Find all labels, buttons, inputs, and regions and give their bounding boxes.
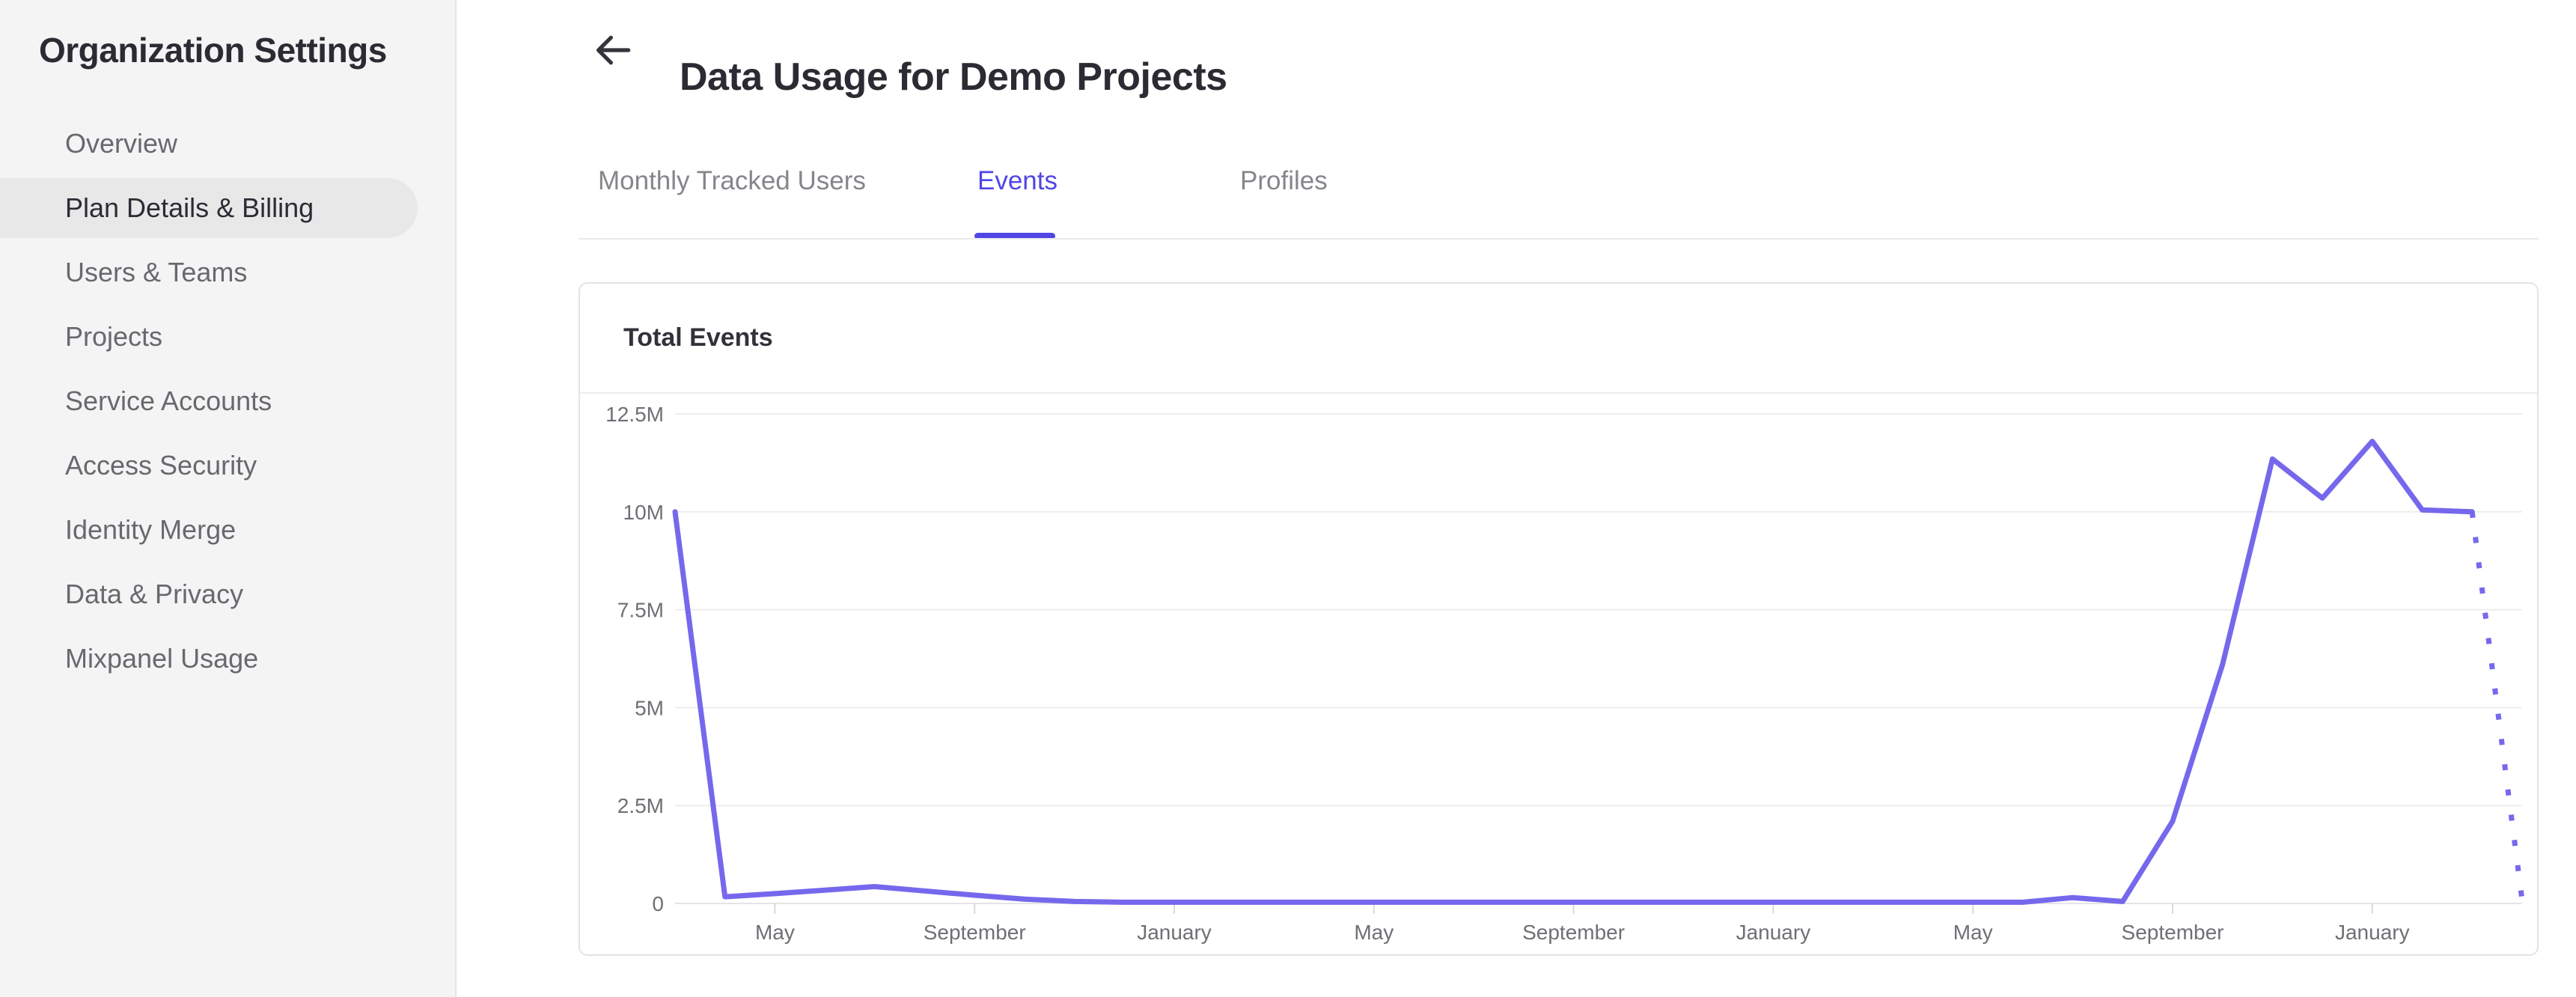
sidebar-nav: Overview Plan Details & Billing Users & Te… — [0, 114, 457, 693]
active-tab-indicator — [974, 233, 1055, 240]
tabs-divider — [579, 238, 2539, 240]
x-axis-label: May — [1953, 921, 1993, 944]
x-axis-label: September — [2122, 921, 2224, 944]
tab-events[interactable]: Events — [977, 166, 1057, 195]
y-axis-label: 5M — [635, 696, 664, 719]
y-axis-label: 7.5M — [617, 599, 664, 622]
back-button[interactable] — [590, 27, 636, 73]
tab-monthly-tracked-users[interactable]: Monthly Tracked Users — [598, 166, 866, 195]
sidebar-item-service-accounts[interactable]: Service Accounts — [65, 385, 272, 416]
sidebar-item-data-privacy[interactable]: Data & Privacy — [65, 579, 244, 609]
events-chart: 12.5M 10M 7.5M 5M 2.5M 0 May September January Ma… — [605, 403, 2525, 944]
sidebar-item-access-security[interactable]: Access Security — [65, 450, 257, 481]
x-axis-label: January — [1137, 921, 1212, 944]
x-axis-label: May — [1354, 921, 1394, 944]
page-title: Data Usage for Demo Projects — [680, 55, 1227, 99]
x-axis-label: September — [1522, 921, 1625, 944]
sidebar-item-identity-merge[interactable]: Identity Merge — [65, 514, 236, 545]
x-axis-label: September — [924, 921, 1026, 944]
chart-area: 12.5M 10M 7.5M 5M 2.5M 0 May September January Ma… — [580, 394, 2537, 954]
sidebar-item-plan-details-billing[interactable]: Plan Details & Billing — [0, 178, 418, 238]
y-axis-label: 2.5M — [617, 794, 664, 817]
chart-title: Total Events — [580, 284, 2537, 394]
x-axis-label: January — [1736, 921, 1811, 944]
sidebar-item-users-teams[interactable]: Users & Teams — [65, 257, 248, 287]
sidebar: Organization Settings Overview Plan Detai… — [0, 0, 457, 997]
sidebar-title: Organization Settings — [39, 31, 387, 70]
sidebar-item-projects[interactable]: Projects — [65, 321, 163, 352]
sidebar-item-mixpanel-usage[interactable]: Mixpanel Usage — [65, 643, 259, 674]
sidebar-item-overview[interactable]: Overview — [65, 128, 178, 159]
x-axis-label: January — [2335, 921, 2410, 944]
chart-line-projected-dotted — [2469, 511, 2525, 900]
left-arrow-icon — [596, 35, 631, 65]
y-axis-label: 10M — [623, 501, 664, 524]
tab-profiles[interactable]: Profiles — [1240, 166, 1328, 195]
chart-line — [672, 439, 2475, 905]
x-axis-label: May — [755, 921, 795, 944]
y-axis-label: 0 — [652, 892, 664, 915]
y-axis-label: 12.5M — [605, 403, 664, 426]
total-events-card: Total Events 12.5M 10M 7.5M 5M 2.5M 0 May Septe… — [579, 282, 2539, 956]
